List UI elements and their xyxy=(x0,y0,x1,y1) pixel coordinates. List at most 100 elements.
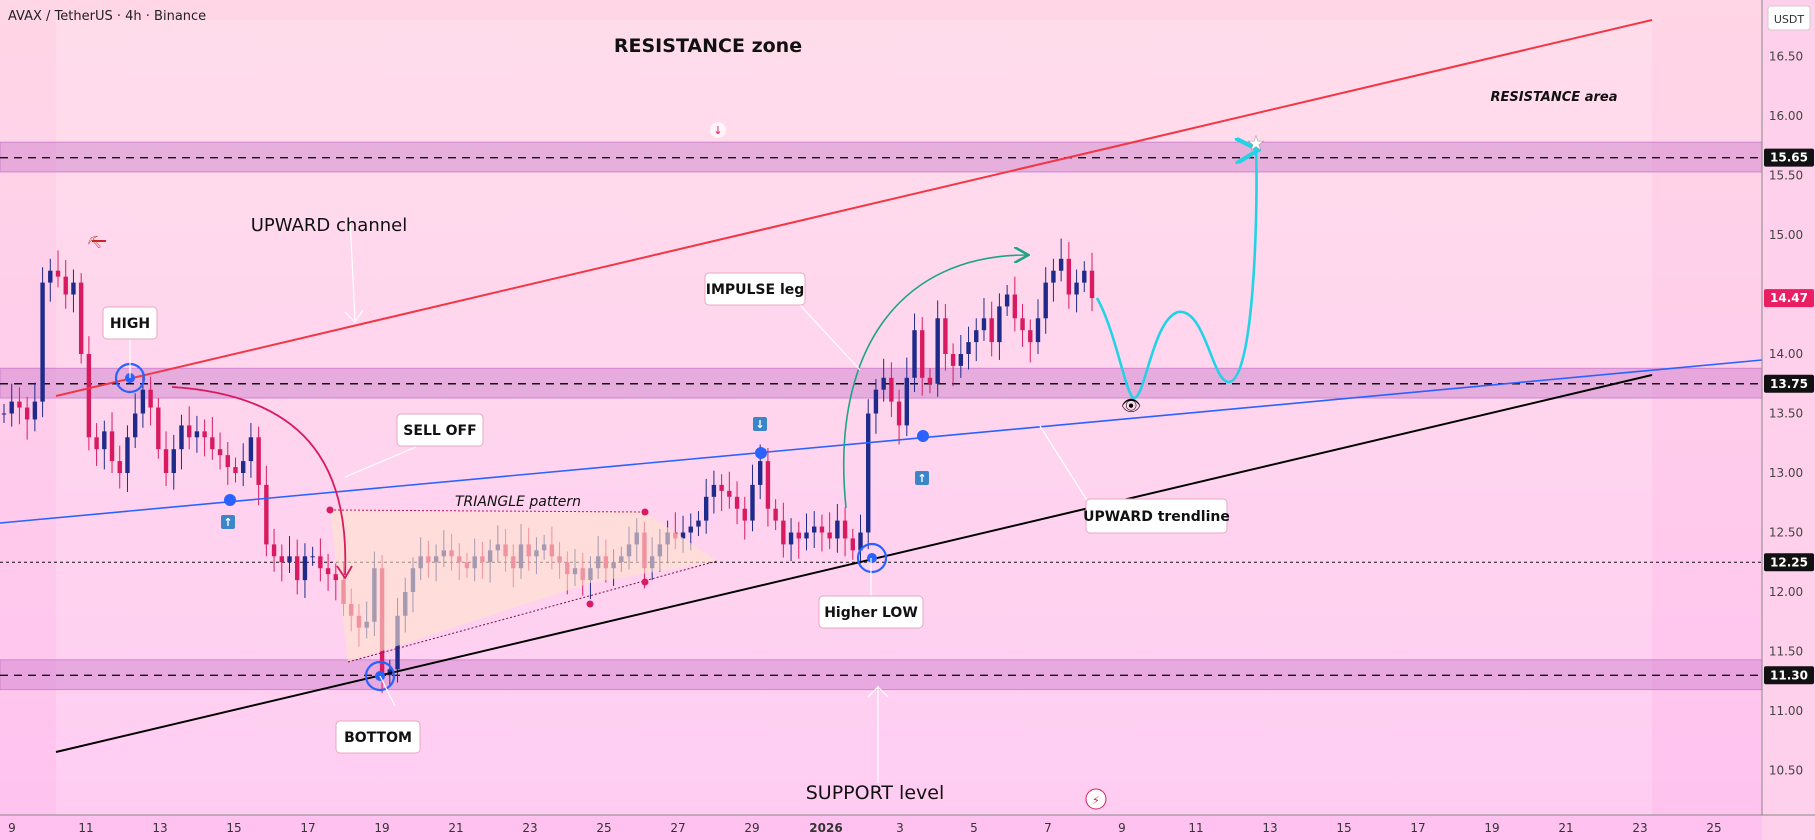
candle-body xyxy=(1028,330,1033,343)
trendline-touch-1 xyxy=(755,447,767,459)
candle-body xyxy=(171,449,176,473)
y-tick-label: 11.00 xyxy=(1769,704,1803,718)
candle-body xyxy=(981,318,987,331)
candle-body xyxy=(688,526,693,533)
x-tick-label: 17 xyxy=(1410,821,1425,835)
trendline-pointer xyxy=(1039,425,1089,503)
x-tick-label: 23 xyxy=(1632,821,1647,835)
selloff-pointer xyxy=(344,446,417,478)
candle-body xyxy=(210,437,215,450)
signal-arrow-icon: ↑ xyxy=(917,472,926,485)
candle-body xyxy=(958,354,964,366)
channel-red-line xyxy=(55,19,1653,397)
support-pointer-head xyxy=(867,686,889,698)
current-price-text: 14.47 xyxy=(1770,291,1808,305)
candle-body xyxy=(881,377,886,390)
y-tick-label: 16.50 xyxy=(1769,50,1803,64)
candle-body xyxy=(734,496,740,509)
support-trendline xyxy=(55,374,1653,753)
candle-body xyxy=(310,556,315,558)
lightning-icon: ⚡ xyxy=(1092,794,1100,807)
symbol-header: AVAX / TetherUS · 4h · Binance xyxy=(8,9,206,24)
level-badge-1 xyxy=(1764,374,1814,393)
y-tick-label: 15.00 xyxy=(1769,228,1803,242)
candle-body xyxy=(788,532,794,545)
x-tick-label: 3 xyxy=(896,821,904,835)
candle-body xyxy=(696,520,701,527)
y-tick-label: 15.50 xyxy=(1769,169,1803,183)
candle-body xyxy=(997,306,1002,343)
upward-channel-text: UPWARD channel xyxy=(251,215,407,236)
candle-body xyxy=(333,574,339,581)
candle-body xyxy=(186,425,192,438)
candle-body xyxy=(773,508,778,521)
signal-icon-bg-0 xyxy=(221,515,235,529)
candle-body xyxy=(32,401,38,420)
x-tick-label: 25 xyxy=(1706,821,1721,835)
sell-off-label: SELL OFF xyxy=(403,423,476,439)
y-tick-label: 14.00 xyxy=(1769,347,1803,361)
candle-body xyxy=(117,461,122,473)
candle-body xyxy=(318,556,323,569)
triangle-point-3 xyxy=(641,578,649,586)
candle-body xyxy=(1058,258,1064,271)
x-tick-label: 27 xyxy=(670,821,685,835)
candle-body xyxy=(202,431,207,438)
triangle-point-2 xyxy=(586,600,594,608)
candle-body xyxy=(889,377,894,402)
x-tick-label: 9 xyxy=(1118,821,1126,835)
sell-off-arrow xyxy=(171,386,347,576)
candle-body xyxy=(264,484,269,545)
candle-body xyxy=(750,484,755,521)
x-tick-label: 29 xyxy=(744,821,759,835)
target-star: ★ xyxy=(1247,131,1265,155)
candle-body xyxy=(1004,294,1010,307)
resistance-zone-text: RESISTANCE zone xyxy=(614,35,802,57)
candle-body xyxy=(858,532,863,551)
impulse-label-box xyxy=(704,272,806,306)
candle-body xyxy=(727,490,732,497)
down-badge-icon xyxy=(710,122,726,138)
candle-body xyxy=(94,437,99,450)
candle-body xyxy=(866,413,871,533)
eye-icon: 👁 xyxy=(1121,396,1141,415)
candle-body xyxy=(109,431,115,462)
triangle-pattern-text: TRIANGLE pattern xyxy=(455,494,581,510)
candle-body xyxy=(325,568,331,575)
level-badge-text: 12.25 xyxy=(1770,555,1808,569)
triangle-top-edge xyxy=(329,509,646,513)
candle-body xyxy=(156,407,161,450)
candle-body xyxy=(271,544,277,557)
candle-body xyxy=(86,354,92,438)
trendline-label-box xyxy=(1085,498,1228,534)
y-tick-label: 10.50 xyxy=(1769,764,1803,778)
sell-off-arrowhead xyxy=(336,565,353,580)
y-tick-label: 16.00 xyxy=(1769,109,1803,123)
resistance-area-text: RESISTANCE area xyxy=(1491,90,1618,105)
candle-body xyxy=(757,461,763,485)
higher-low-pivot-dot xyxy=(867,553,877,563)
x-tick-label: 2026 xyxy=(809,821,842,835)
triangle-point-1 xyxy=(641,508,649,516)
support-level-text: SUPPORT level xyxy=(806,782,944,804)
candle-body xyxy=(703,496,709,521)
x-tick-label: 19 xyxy=(374,821,389,835)
higher-low-pivot-ring xyxy=(856,542,888,574)
level-badge-0 xyxy=(1764,148,1814,167)
candle-body xyxy=(1074,282,1079,295)
candle-body xyxy=(989,318,994,343)
level-badge-text: 13.75 xyxy=(1770,377,1808,391)
candle-body xyxy=(680,532,686,539)
sell-off-label-box xyxy=(396,413,484,447)
candle-body xyxy=(912,330,917,378)
candle-body xyxy=(1043,282,1048,319)
candle-body xyxy=(781,520,786,545)
candle-body xyxy=(873,389,879,414)
candle-body xyxy=(132,413,138,438)
candle-body xyxy=(194,431,200,438)
y-tick-label: 12.00 xyxy=(1769,585,1803,599)
high-label: HIGH xyxy=(110,316,150,332)
x-tick-label: 13 xyxy=(152,821,167,835)
candle-body xyxy=(920,330,925,378)
